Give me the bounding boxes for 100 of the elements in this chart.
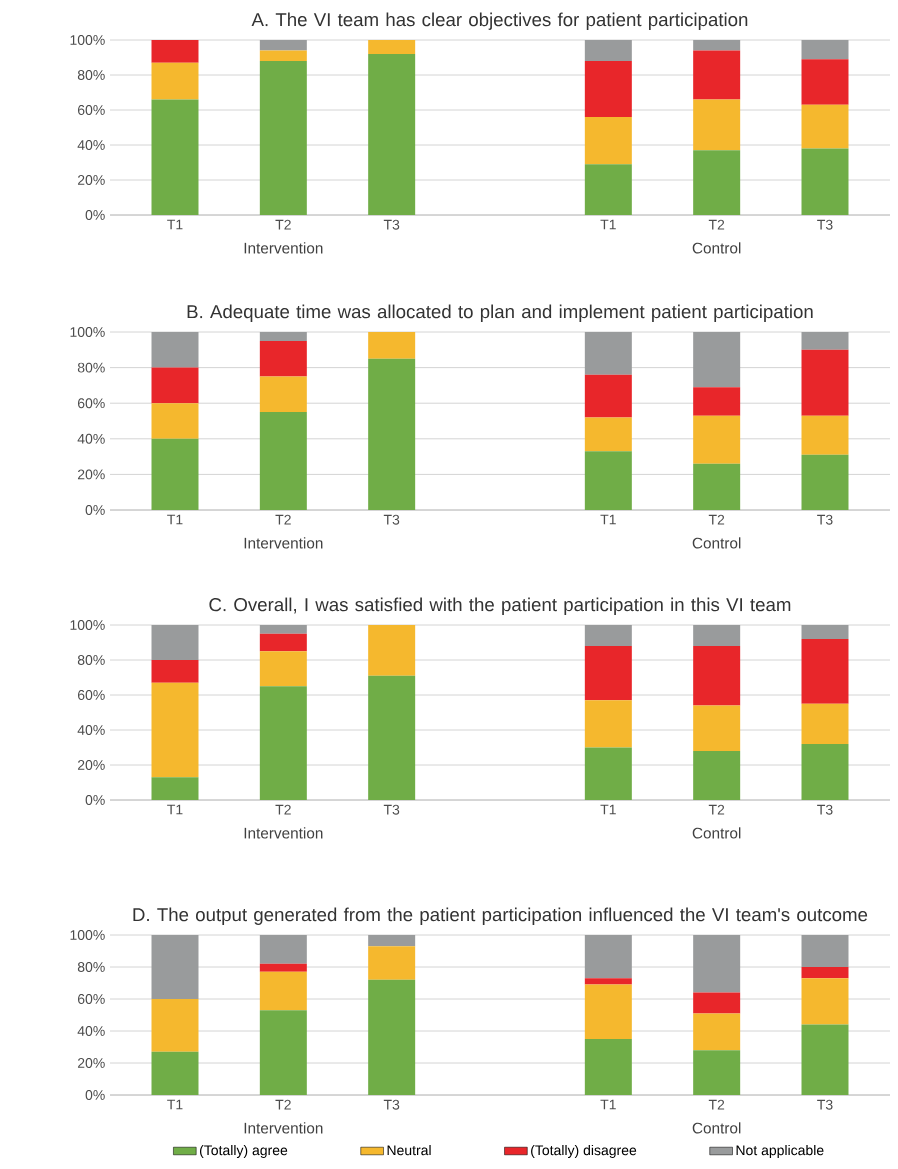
bar [259,40,307,51]
bar [259,61,307,215]
text: Control [692,1122,741,1134]
y-tick-label: 40% [77,1026,105,1036]
bar [693,332,741,388]
bar [151,660,199,683]
bar [693,415,741,464]
x-tick-label: T2 [275,219,291,230]
y-tick-label: 60% [77,690,105,700]
bar [584,935,632,979]
x-tick-label: T3 [817,219,833,230]
bar [368,332,416,359]
bar [693,99,741,151]
bar [151,935,199,1000]
x-tick-label: T1 [167,1099,183,1110]
bar [801,967,849,979]
y-tick-label: 20% [77,760,105,770]
text: Control [692,242,741,254]
bar [259,376,307,413]
bar [259,625,307,634]
y-tick-label: 0% [85,210,105,220]
text: Control [692,827,741,839]
bar [368,935,416,947]
y-tick-label: 60% [77,105,105,115]
y-tick-label: 20% [77,1058,105,1068]
bar [693,50,741,100]
y-tick-label: 60% [77,398,105,409]
bar [259,651,307,687]
y-tick-label: 40% [77,725,105,735]
x-tick-label: T1 [600,514,616,525]
bar [259,971,307,1011]
x-tick-label: T3 [383,514,400,525]
bar [693,751,741,800]
x-tick-label: T3 [383,804,400,815]
bar [801,625,849,639]
y-tick-label: 80% [77,362,105,373]
bar [693,705,741,751]
bar [693,992,741,1014]
x-tick-label: T2 [708,804,725,815]
bar [693,387,741,416]
bar [693,646,741,706]
x-tick-label: T1 [600,219,616,230]
bar [693,1050,741,1095]
x-tick-label: T2 [708,219,725,230]
text: Intervention [244,537,323,549]
legend-label: (Totally) agree [199,1144,288,1158]
y-tick-label: 40% [77,433,105,444]
bar [151,403,199,439]
x-tick-label: T1 [167,219,183,230]
bar [584,646,632,701]
bar [151,999,199,1052]
bar [259,340,307,377]
bar [151,682,199,778]
bar [693,150,741,215]
y-tick-label: 100% [70,327,105,337]
bar [368,625,416,676]
x-tick-label: T1 [600,1099,616,1110]
bar [801,454,849,510]
bar [801,40,849,60]
bar [259,935,307,964]
bar [368,946,416,980]
x-tick-label: T1 [600,804,616,815]
y-tick-label: 100% [70,620,105,630]
bar [584,61,632,117]
bar [584,40,632,61]
legend-label: (Totally) disagree [531,1144,637,1158]
bar [584,374,632,418]
x-tick-label: T2 [275,1099,291,1110]
legend-label: Not applicable [736,1144,824,1158]
x-tick-label: T3 [383,1099,400,1110]
y-tick-label: 60% [77,994,105,1004]
bar [801,59,849,105]
bar [584,332,632,375]
x-tick-label: T2 [708,1099,725,1110]
bar [693,625,741,646]
bar [259,963,307,972]
bar [801,415,849,455]
x-tick-label: T3 [817,1099,833,1110]
chart-title: D. The output generated from the patient participation influenced the VI team's outcome [133,907,868,925]
bar [693,935,741,993]
chart-title: C. Overall, I was satisfied with the patient participation in this VI team [209,597,791,615]
x-tick-label: T2 [275,514,291,525]
x-tick-label: T1 [167,804,183,815]
y-tick-label: 20% [77,175,105,185]
bar [368,40,416,54]
bar [801,935,849,968]
x-tick-label: T1 [167,514,183,525]
bar [368,675,416,800]
y-tick-label: 100% [70,35,105,45]
y-tick-label: 40% [77,140,105,150]
text: Intervention [244,1122,323,1134]
y-tick-label: 80% [77,70,105,80]
bar [584,984,632,1039]
bar [584,117,632,165]
bar [368,358,416,510]
bar [801,349,849,416]
bar [151,62,199,100]
bar [259,686,307,800]
chart-title: A. The VI team has clear objectives for patient participation [251,12,748,30]
text: Intervention [244,827,323,839]
